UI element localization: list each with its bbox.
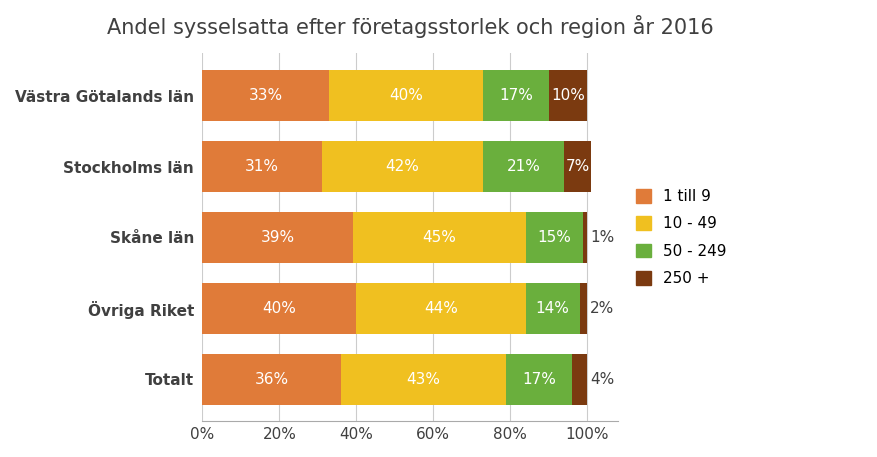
Bar [353, 212, 525, 263]
Text: 2%: 2% [589, 301, 614, 316]
Text: 4%: 4% [589, 372, 614, 387]
Text: 17%: 17% [522, 372, 555, 387]
Text: 43%: 43% [406, 372, 440, 387]
Bar [483, 141, 564, 192]
Text: 44%: 44% [424, 301, 458, 316]
Text: 7%: 7% [565, 159, 589, 174]
Bar [571, 354, 587, 405]
Text: 36%: 36% [254, 372, 289, 387]
Text: 17%: 17% [498, 88, 532, 103]
Bar [203, 283, 356, 334]
Title: Andel sysselsatta efter företagsstorlek och region år 2016: Andel sysselsatta efter företagsstorlek … [107, 15, 713, 38]
Text: 1%: 1% [589, 230, 614, 245]
Bar [203, 212, 353, 263]
Text: 14%: 14% [535, 301, 569, 316]
Bar [525, 283, 579, 334]
Text: 39%: 39% [260, 230, 294, 245]
Legend: 1 till 9, 10 - 49, 50 - 249, 250 +: 1 till 9, 10 - 49, 50 - 249, 250 + [629, 183, 732, 292]
Bar [564, 141, 590, 192]
Bar [356, 283, 525, 334]
Bar [548, 70, 587, 121]
Bar [525, 212, 582, 263]
Text: 45%: 45% [422, 230, 455, 245]
Text: 15%: 15% [537, 230, 571, 245]
Bar [321, 141, 483, 192]
Bar [582, 212, 587, 263]
Bar [203, 354, 340, 405]
Text: 42%: 42% [385, 159, 419, 174]
Text: 40%: 40% [389, 88, 423, 103]
Bar [579, 283, 587, 334]
Bar [483, 70, 548, 121]
Bar [329, 70, 483, 121]
Bar [340, 354, 506, 405]
Bar [203, 141, 321, 192]
Bar [506, 354, 571, 405]
Text: 40%: 40% [262, 301, 296, 316]
Text: 21%: 21% [506, 159, 540, 174]
Text: 31%: 31% [245, 159, 279, 174]
Text: 10%: 10% [551, 88, 584, 103]
Text: 33%: 33% [248, 88, 282, 103]
Bar [203, 70, 329, 121]
